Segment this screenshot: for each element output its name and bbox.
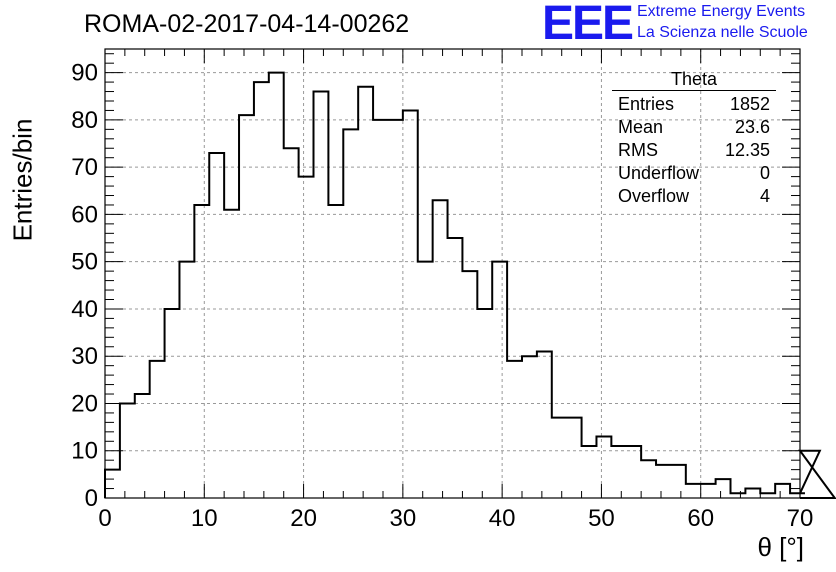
- x-tick-label: 50: [588, 505, 615, 532]
- histogram-bin: [433, 200, 448, 498]
- histogram-bin: [448, 238, 463, 498]
- y-tick-label: 30: [71, 343, 98, 370]
- logo-text-line2: La Scienza nelle Scuole: [637, 24, 808, 41]
- y-tick-label: 60: [71, 201, 98, 228]
- histogram-bin: [626, 446, 641, 498]
- histogram-bin: [254, 82, 269, 498]
- histogram-bin: [731, 493, 746, 498]
- x-tick-label: 30: [390, 505, 417, 532]
- x-tick-label: 10: [191, 505, 218, 532]
- stats-row-entries: Entries 1852: [612, 93, 776, 116]
- histogram-bin: [582, 446, 597, 498]
- stats-value: 4: [759, 186, 770, 206]
- histogram-bin: [328, 205, 343, 498]
- stats-row-mean: Mean 23.6: [612, 116, 776, 139]
- histogram-bin: [790, 493, 800, 498]
- y-tick-label: 40: [71, 296, 98, 323]
- histogram-bin: [120, 403, 135, 498]
- histogram-bin: [224, 210, 239, 498]
- histogram-bin: [403, 110, 418, 498]
- histogram-bin: [299, 177, 314, 498]
- histogram-bin: [537, 351, 552, 498]
- x-axis-label: θ [°]: [757, 532, 804, 562]
- histogram-bin: [596, 437, 611, 498]
- histogram-bin: [284, 148, 299, 498]
- histogram-bin: [462, 271, 477, 498]
- y-tick-label: 70: [71, 154, 98, 181]
- y-tick-label: 50: [71, 249, 98, 276]
- histogram-bin: [388, 120, 403, 498]
- histogram-bin: [150, 361, 165, 498]
- x-tick-label: 60: [687, 505, 714, 532]
- histogram-bin: [701, 484, 716, 498]
- chart-title: ROMA-02-2017-04-14-00262: [84, 10, 410, 38]
- histogram-bin: [716, 479, 731, 498]
- histogram-bin: [477, 309, 492, 498]
- x-tick-label: 70: [787, 505, 814, 532]
- histogram-bin: [165, 309, 180, 498]
- stats-label: Overflow: [618, 186, 690, 206]
- histogram-bin: [179, 262, 194, 498]
- y-tick-label: 80: [71, 107, 98, 134]
- y-axis-label-wrap: Entries/bin: [7, 118, 38, 242]
- y-tick-label: 20: [71, 390, 98, 417]
- histogram-bin: [671, 465, 686, 498]
- stats-title: Theta: [612, 68, 776, 91]
- stats-label: Entries: [618, 94, 675, 114]
- stats-row-underflow: Underflow 0: [612, 162, 776, 185]
- histogram-bin: [745, 489, 760, 498]
- histogram-bin: [209, 153, 224, 498]
- histogram-bin: [373, 120, 388, 498]
- stats-box: Theta Entries 1852 Mean 23.6 RMS 12.35 U…: [612, 68, 776, 208]
- stats-value: 0: [759, 163, 770, 183]
- histogram-bin: [522, 356, 537, 498]
- histogram-bin: [775, 484, 790, 498]
- histogram-bin: [105, 470, 120, 498]
- histogram-bin: [686, 484, 701, 498]
- histogram-series-line: [104, 71, 836, 499]
- stats-row-overflow: Overflow 4: [612, 185, 776, 208]
- histogram-bin: [239, 115, 254, 498]
- histogram-bin: [656, 465, 671, 498]
- histogram-bin: [194, 205, 209, 498]
- histogram-bin: [611, 446, 626, 498]
- histogram-bin: [552, 418, 567, 498]
- stats-label: RMS: [618, 140, 658, 160]
- histogram-bin: [343, 129, 358, 498]
- stats-value: 1852: [729, 94, 770, 114]
- logo-text-line1: Extreme Energy Events: [637, 3, 806, 20]
- eee-logo: EEE: [542, 0, 634, 50]
- x-tick-label: 20: [290, 505, 317, 532]
- histogram-bin: [760, 493, 775, 498]
- stats-label: Underflow: [618, 163, 700, 183]
- y-tick-label: 90: [71, 60, 98, 87]
- y-tick-label: 0: [85, 485, 98, 512]
- histogram-bin: [641, 460, 656, 498]
- histogram-bin: [269, 73, 284, 498]
- stats-label: Mean: [618, 117, 664, 137]
- histogram-bin: [567, 418, 582, 498]
- stats-value: 23.6: [734, 117, 770, 137]
- stats-row-rms: RMS 12.35: [612, 139, 776, 162]
- y-tick-label: 10: [71, 438, 98, 465]
- histogram-bin: [418, 262, 433, 498]
- x-tick-label: 0: [98, 505, 111, 532]
- x-tick-label: 40: [489, 505, 516, 532]
- histogram-bin: [492, 262, 507, 498]
- y-axis-label: Entries/bin: [7, 118, 38, 242]
- stats-value: 12.35: [724, 140, 770, 160]
- histogram-bin: [314, 92, 329, 498]
- plot-frame: [104, 48, 801, 499]
- histogram-bin: [135, 394, 150, 498]
- histogram-bin: [358, 87, 373, 498]
- histogram-bin: [507, 361, 522, 498]
